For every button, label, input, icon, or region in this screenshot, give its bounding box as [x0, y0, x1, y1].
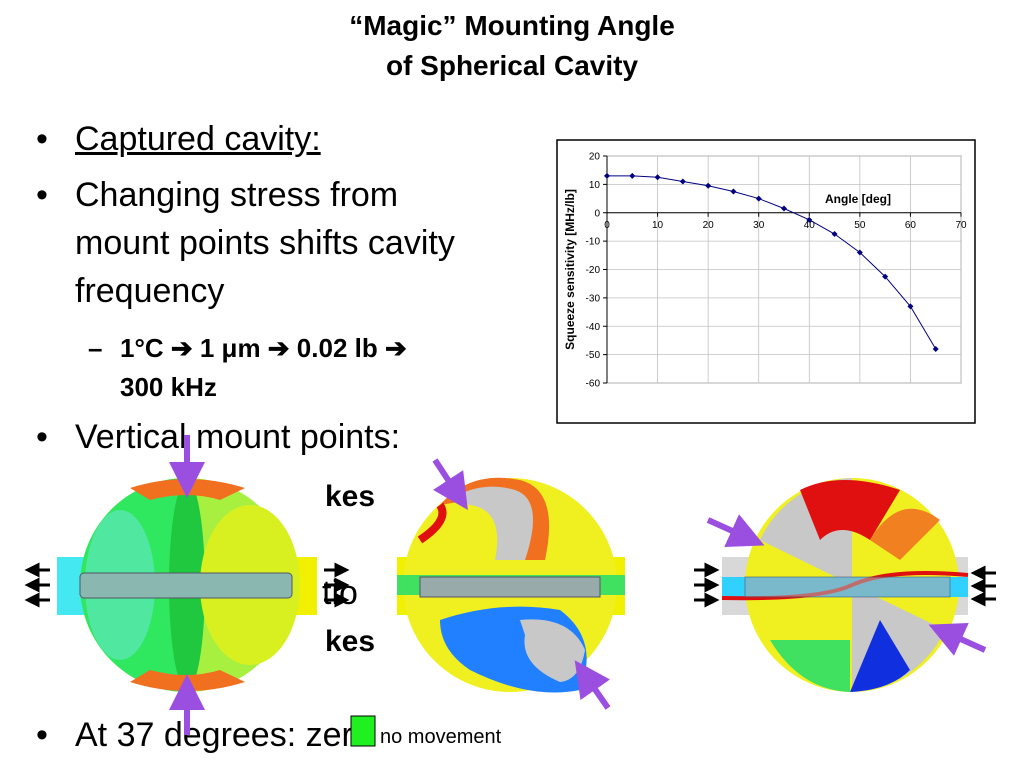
x-tick-label: 10	[652, 220, 664, 231]
data-point	[856, 249, 863, 256]
data-point	[907, 303, 914, 310]
data-point	[730, 188, 737, 195]
hidden-fragment: kes	[325, 625, 376, 658]
sub-bullet-dash: –	[88, 333, 103, 363]
y-axis-label: Squeeze sensitivity [MHz/lb]	[563, 189, 577, 350]
bullet-dot: •	[36, 716, 48, 754]
cavity-figure	[694, 478, 996, 692]
bullet-dot: •	[36, 418, 48, 456]
bullet-dot: •	[36, 120, 48, 158]
data-point	[882, 273, 889, 280]
data-line	[607, 175, 937, 350]
chart: -60-50-40-30-20-1001020010203040506070Sq…	[556, 139, 976, 424]
y-tick-label: 20	[589, 152, 601, 163]
legend-label: no movement	[380, 726, 502, 748]
cavity-figure	[24, 435, 350, 735]
legend-swatch	[350, 715, 376, 747]
x-tick-label: 30	[753, 220, 765, 231]
data-point	[831, 231, 838, 238]
bullet-text: Captured cavity:	[75, 120, 321, 158]
y-tick-label: 0	[594, 208, 600, 219]
data-point	[755, 195, 762, 202]
data-point	[679, 178, 686, 185]
bullet-text: Vertical mount points:	[75, 418, 401, 456]
data-point	[806, 216, 813, 223]
y-tick-label: -10	[586, 237, 601, 248]
y-tick-label: -50	[586, 350, 601, 361]
data-point	[932, 345, 939, 352]
sub-bullet-text: 1°C ➔ 1 μm ➔ 0.02 lb ➔	[120, 333, 407, 363]
x-tick-label: 50	[854, 220, 866, 231]
x-tick-label: 60	[905, 220, 917, 231]
bullet-dot: •	[36, 176, 48, 214]
x-tick-label: 70	[955, 220, 967, 231]
y-tick-label: -20	[586, 265, 601, 276]
cavity-figure	[397, 458, 625, 710]
data-point	[781, 205, 787, 212]
hidden-fragment: kes	[325, 480, 376, 513]
y-tick-label: -30	[586, 293, 601, 304]
y-tick-label: -40	[586, 322, 601, 333]
data-point	[654, 174, 661, 181]
y-tick-label: -60	[586, 379, 601, 390]
y-tick-label: 10	[589, 180, 601, 191]
title: “Magic” Mounting Angle	[349, 10, 675, 41]
bullet-text: frequency	[75, 272, 225, 310]
sub-bullet-text: 300 kHz	[120, 372, 217, 402]
data-point	[705, 182, 712, 189]
data-point	[604, 172, 610, 179]
x-tick-label: 20	[703, 220, 715, 231]
bullet-text: Changing stress from	[75, 176, 399, 214]
title: of Spherical Cavity	[385, 50, 639, 81]
bullet-text: mount points shifts cavity	[75, 224, 455, 262]
x-tick-label: 40	[804, 220, 816, 231]
data-point	[629, 172, 636, 179]
bullet-text: At 37 degrees: zero	[75, 716, 372, 754]
x-axis-label: Angle [deg]	[825, 192, 891, 206]
